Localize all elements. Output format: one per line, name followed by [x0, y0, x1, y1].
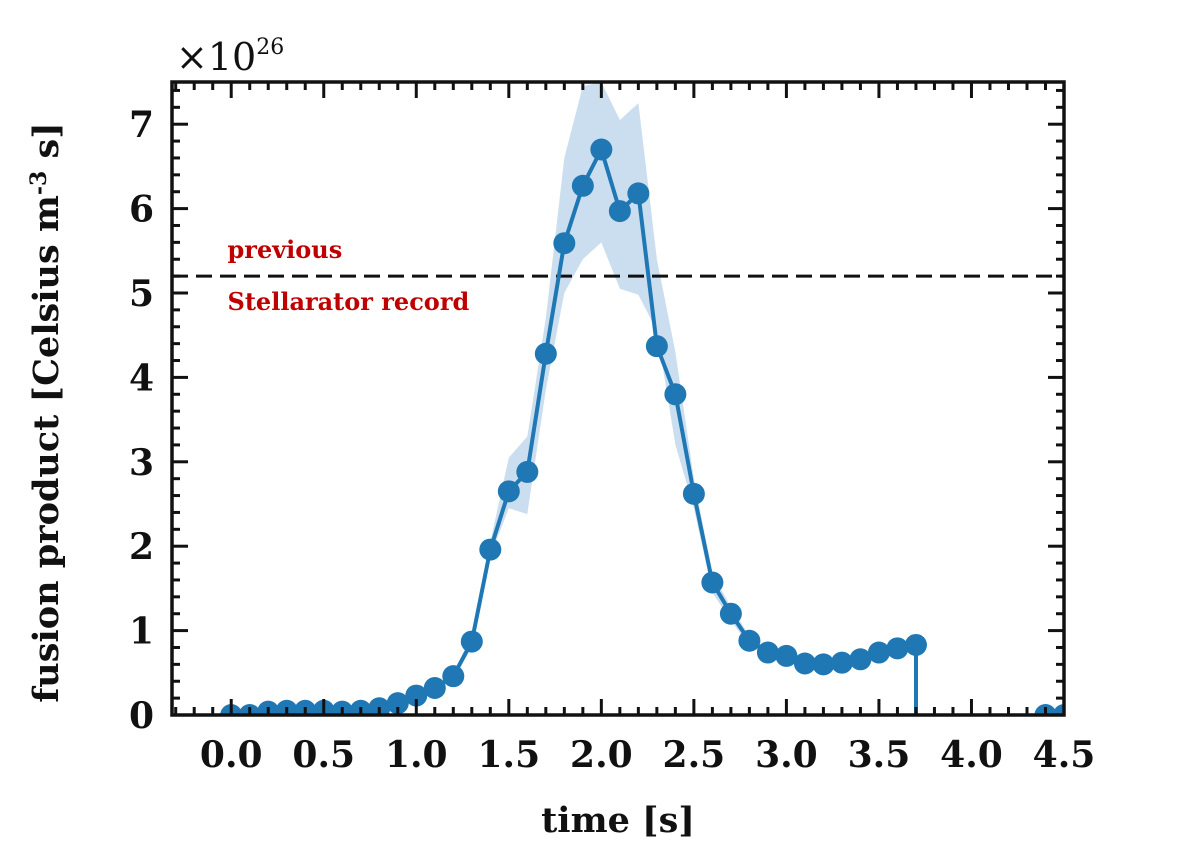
data-point	[386, 692, 409, 715]
x-tick-label: 1.5	[477, 734, 540, 776]
reference-line-layer: previous Stellarator record	[172, 235, 1064, 316]
y-axis-label-superscript: -3	[26, 171, 52, 195]
data-point	[719, 602, 742, 625]
data-point	[645, 335, 668, 358]
data-point	[812, 653, 835, 676]
reference-label-previous: previous	[228, 235, 343, 264]
x-tick-label: 4.5	[1033, 734, 1096, 776]
x-axis-label: time [s]	[541, 800, 695, 841]
data-point	[368, 697, 391, 715]
x-tick-label: 4.0	[940, 734, 1003, 776]
uncertainty-band-layer	[231, 82, 916, 715]
tick-labels-layer: 0.0 0.5 1.0 1.5 2.0 2.5 3.0 3.5 4.0 4.5 0 1 2 3 4 5 6 7	[129, 104, 1095, 776]
data-point	[479, 538, 502, 561]
y-axis-label: fusion product [Celsius m-3 s]	[26, 122, 67, 703]
data-point	[442, 665, 465, 688]
data-point	[664, 383, 687, 406]
data-point	[904, 633, 927, 656]
data-point	[793, 652, 816, 675]
x-tick-label: 0.5	[292, 734, 355, 776]
y-tick-label: 0	[129, 695, 154, 737]
uncertainty-band	[231, 82, 916, 715]
data-point	[1053, 704, 1064, 715]
y-axis-multiplier: ×1026	[176, 35, 284, 79]
data-point	[867, 641, 890, 664]
reference-label-record: Stellarator record	[228, 287, 470, 316]
data-point	[590, 138, 613, 161]
x-tick-label: 3.0	[755, 734, 818, 776]
x-tick-label: 2.5	[663, 734, 726, 776]
x-tick-label: 0.0	[200, 734, 263, 776]
data-point	[460, 630, 483, 653]
data-point	[405, 684, 428, 707]
data-point	[775, 644, 798, 667]
y-tick-label: 4	[129, 357, 154, 399]
data-point	[553, 232, 576, 255]
data-point	[738, 629, 761, 652]
y-tick-label: 2	[129, 526, 154, 568]
axes	[170, 80, 1066, 717]
data-point	[886, 637, 909, 660]
plot-frame	[170, 80, 1066, 717]
y-tick-label: 7	[129, 104, 154, 146]
data-point	[571, 174, 594, 197]
y-axis-label-end: s]	[26, 122, 67, 170]
data-point	[497, 480, 520, 503]
y-axis-multiplier-base: ×10	[176, 35, 256, 79]
data-point	[701, 571, 724, 594]
y-tick-label: 5	[129, 273, 154, 315]
y-tick-label: 6	[129, 189, 154, 231]
data-point	[423, 676, 446, 699]
x-tick-label: 3.5	[848, 734, 911, 776]
data-point	[682, 482, 705, 505]
y-tick-label: 1	[129, 611, 154, 653]
data-point	[608, 200, 631, 223]
data-point	[627, 182, 650, 205]
ticks-layer	[172, 82, 1066, 717]
data-point	[849, 648, 872, 671]
y-tick-label: 3	[129, 442, 154, 484]
x-tick-label: 1.0	[385, 734, 448, 776]
y-axis-label-main: fusion product [Celsius m	[26, 195, 67, 703]
data-point	[516, 460, 539, 483]
y-axis-multiplier-exponent: 26	[256, 35, 284, 60]
data-point	[756, 641, 779, 664]
x-tick-label: 2.0	[570, 734, 633, 776]
data-point	[534, 342, 557, 365]
data-point	[830, 651, 853, 674]
